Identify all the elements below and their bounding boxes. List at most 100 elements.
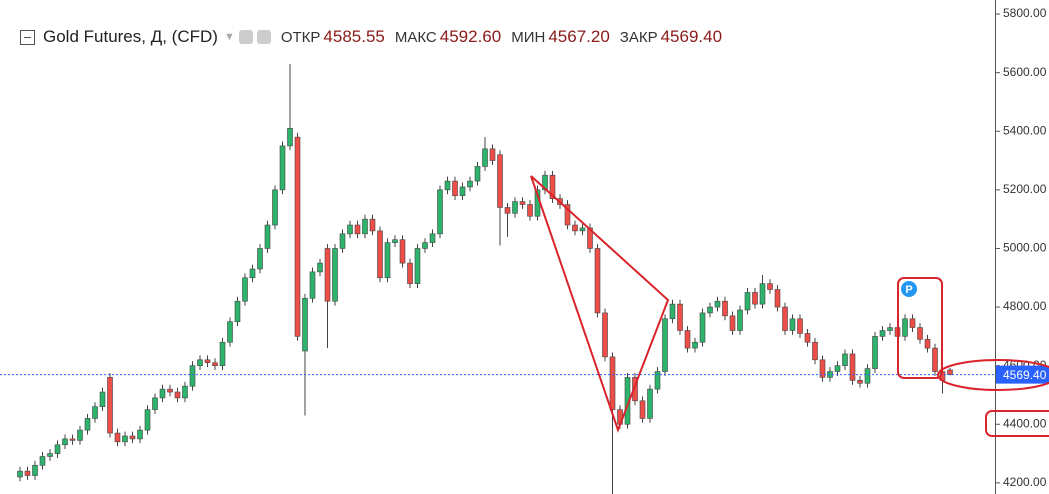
candle-body [144, 409, 151, 431]
candle-body [414, 248, 421, 284]
candle-body [729, 315, 736, 331]
candle-body [647, 388, 653, 419]
candle-body [159, 388, 166, 399]
y-tick-label: 4400.00 [1003, 416, 1047, 430]
candle-body [362, 218, 368, 235]
candle-body [714, 300, 721, 308]
candle-body [452, 180, 458, 197]
candle-body [789, 318, 796, 331]
y-tick-label: 5400.00 [1003, 123, 1047, 137]
candle-body [437, 189, 443, 235]
candle-body [662, 318, 668, 372]
legend-header: Gold Futures, Д, (CFD) ▼ ОТКР 4585.55 МАКС… [20, 24, 723, 50]
candle-body [92, 406, 98, 419]
candle-body [212, 362, 218, 366]
candle-body [857, 380, 863, 384]
last-price-label: 4569.40 [1003, 368, 1047, 382]
candle-body [924, 338, 931, 349]
candle-body [842, 353, 848, 366]
candle-body [429, 233, 436, 243]
candle-body [669, 303, 676, 320]
candle-body [167, 388, 173, 393]
candle-body [107, 377, 113, 434]
candle-body [909, 318, 916, 328]
candle-body [32, 464, 38, 476]
field-value: 4567.20 [548, 27, 610, 46]
candle-body [174, 391, 181, 399]
candle-body [39, 456, 46, 466]
candle-body [707, 306, 713, 314]
candle-body [324, 248, 331, 302]
candle-body [47, 453, 53, 457]
candle-body [677, 303, 683, 331]
y-tick-label: 4200.00 [1003, 475, 1047, 489]
candle-body [242, 277, 248, 302]
last-price-box [996, 365, 1049, 384]
field-label: МИН [511, 28, 546, 46]
candle-body [332, 248, 338, 302]
candle-body [152, 397, 158, 410]
candle-body [377, 230, 383, 279]
candle-body [257, 248, 263, 270]
candle-body [497, 154, 503, 208]
candle-body [317, 262, 323, 273]
candle-body [639, 400, 646, 419]
candle-body [654, 371, 661, 390]
candle-body [887, 327, 893, 331]
candles [17, 63, 953, 494]
candle-body [249, 268, 256, 279]
candle-body [204, 359, 211, 364]
candle-body [62, 438, 68, 446]
candle-body [737, 309, 743, 331]
y-tick-label: 4800.00 [1003, 299, 1047, 313]
settings-icon[interactable] [256, 30, 271, 44]
candle-body [474, 166, 481, 182]
candle-body [407, 262, 413, 284]
candle-body [684, 330, 691, 349]
candle-body [759, 283, 766, 305]
candle-body [392, 239, 398, 243]
candle-body [279, 145, 286, 191]
candle-body [302, 297, 308, 352]
field-label: ЗАКР [619, 28, 658, 46]
field-value: 4569.40 [660, 27, 723, 46]
candle-body [594, 248, 601, 314]
candle-body [902, 318, 908, 337]
candle-body [264, 224, 271, 249]
candle-body [752, 292, 758, 305]
candle-body [579, 227, 586, 232]
dropdown-arrow[interactable]: ▼ [223, 31, 235, 43]
candle-body [114, 432, 121, 443]
candle-body [272, 189, 278, 226]
candle-body [917, 327, 923, 340]
candle-body [587, 227, 593, 249]
candle-body [459, 186, 466, 197]
visibility-icon[interactable] [238, 30, 253, 44]
candle-body [834, 365, 841, 372]
collapse-button[interactable] [20, 29, 35, 45]
highlight-rect [985, 410, 1049, 437]
candle-body [819, 359, 826, 378]
candle-body [54, 444, 61, 454]
candle-body [339, 233, 346, 249]
field-label: ОТКР [280, 28, 321, 46]
candle-body [489, 148, 496, 161]
candle-body [767, 283, 773, 290]
candle-body [182, 385, 188, 399]
candle-body [129, 435, 136, 440]
candle-body [309, 271, 316, 299]
candle-body [572, 224, 578, 232]
candle-body [632, 377, 638, 402]
candle-body [879, 330, 886, 337]
candle-body [219, 341, 226, 366]
candle-body [864, 368, 871, 384]
highlight-rect [897, 277, 943, 379]
highlight-ellipse [937, 359, 1049, 391]
candle-body [519, 201, 526, 205]
field-value: 4592.60 [439, 27, 502, 46]
marker-icon[interactable] [901, 281, 917, 297]
candle-body [744, 292, 751, 311]
candle-body [137, 429, 143, 440]
candle-body [422, 242, 428, 249]
marker-label[interactable]: P [905, 284, 912, 296]
